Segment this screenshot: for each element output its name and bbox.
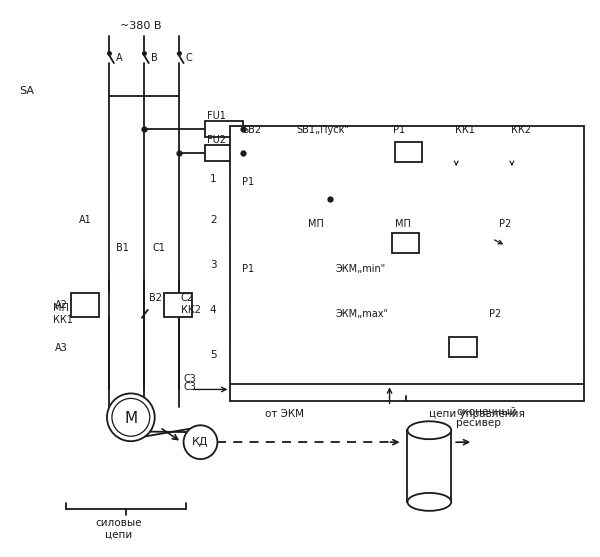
Bar <box>164 293 191 317</box>
Bar <box>449 337 477 357</box>
Text: A3: A3 <box>55 343 68 353</box>
Text: ~380 В: ~380 В <box>120 21 161 31</box>
Text: C3: C3 <box>184 374 196 384</box>
Bar <box>407 430 451 502</box>
Text: 5: 5 <box>210 350 217 360</box>
Bar <box>392 233 419 253</box>
Text: силовые
цепи: силовые цепи <box>95 518 142 540</box>
Text: B: B <box>151 53 157 63</box>
Text: МП: МП <box>308 219 324 229</box>
Text: FU1: FU1 <box>208 111 226 121</box>
Text: SB1„Пуск": SB1„Пуск" <box>296 125 349 135</box>
Text: P2: P2 <box>489 309 502 319</box>
Text: SB2: SB2 <box>242 125 262 135</box>
Text: FU2: FU2 <box>208 135 226 145</box>
Text: МП: МП <box>53 303 69 313</box>
Circle shape <box>184 425 217 459</box>
Text: КК1: КК1 <box>53 315 73 325</box>
Text: B1: B1 <box>116 243 129 253</box>
Text: 4: 4 <box>210 305 217 315</box>
Circle shape <box>112 398 150 436</box>
Text: КК2: КК2 <box>511 125 531 135</box>
Text: 2: 2 <box>210 216 217 225</box>
Text: A2: A2 <box>55 300 68 310</box>
Text: 1: 1 <box>210 173 217 183</box>
Text: 3: 3 <box>210 260 217 270</box>
Text: P1: P1 <box>392 125 404 135</box>
Bar <box>395 142 422 162</box>
Ellipse shape <box>407 493 451 511</box>
Text: МП: МП <box>395 219 410 229</box>
Text: C2: C2 <box>181 293 194 303</box>
Text: оконечный
ресивер: оконечный ресивер <box>456 407 517 428</box>
Text: М: М <box>124 411 137 426</box>
Text: P1: P1 <box>242 178 254 188</box>
Text: C: C <box>185 53 193 63</box>
Text: ЭКМ„max": ЭКМ„max" <box>336 309 389 319</box>
Text: P1: P1 <box>242 264 254 274</box>
Bar <box>71 293 99 317</box>
Ellipse shape <box>407 421 451 439</box>
Text: SA: SA <box>19 86 34 96</box>
Bar <box>230 126 584 384</box>
Text: С3: С3 <box>184 383 196 393</box>
Text: КК1: КК1 <box>455 125 475 135</box>
Text: B2: B2 <box>149 293 162 303</box>
Text: P2: P2 <box>499 219 511 229</box>
Text: C1: C1 <box>153 243 166 253</box>
Text: A: A <box>116 53 122 63</box>
Text: A1: A1 <box>79 216 92 225</box>
Text: КК2: КК2 <box>181 305 200 315</box>
Text: цепи управления: цепи управления <box>430 409 525 419</box>
Text: от ЭКМ: от ЭКМ <box>265 409 304 419</box>
Bar <box>205 121 243 136</box>
Bar <box>205 145 243 160</box>
Text: КД: КД <box>192 437 209 447</box>
Circle shape <box>107 393 155 441</box>
Text: ЭКМ„min": ЭКМ„min" <box>336 264 386 274</box>
